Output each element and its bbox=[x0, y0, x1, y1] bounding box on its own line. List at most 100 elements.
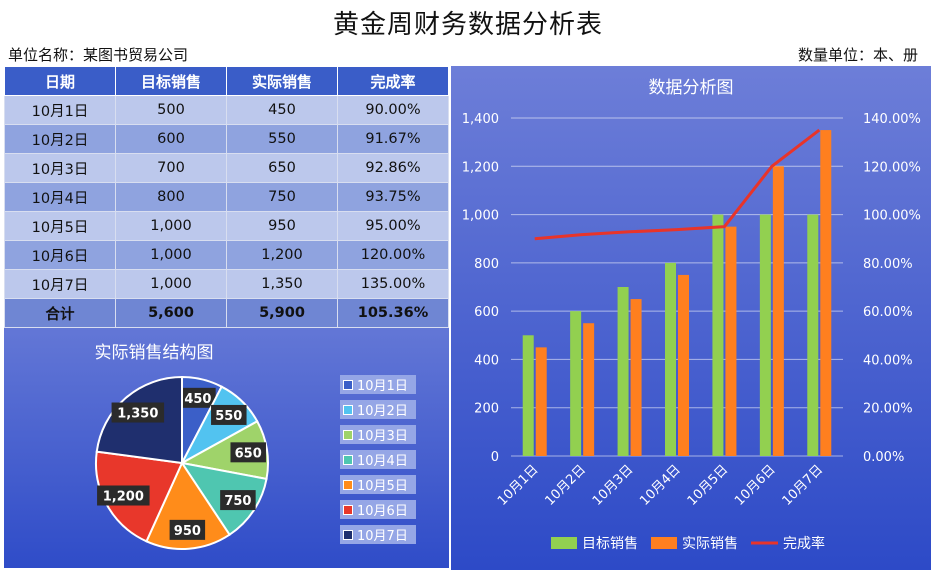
table-cell[interactable]: 10月1日 bbox=[4, 95, 116, 125]
y-tick-label: 600 bbox=[474, 305, 499, 320]
pie-legend-item[interactable]: 10月4日 bbox=[340, 447, 418, 472]
legend-swatch-actual bbox=[651, 537, 677, 549]
bar-actual[interactable] bbox=[630, 299, 642, 456]
table-cell[interactable]: 10月3日 bbox=[4, 153, 116, 183]
table-row: 10月7日 1,000 1,350 135.00% bbox=[4, 269, 449, 299]
rate-line[interactable] bbox=[534, 128, 821, 241]
legend-label: 10月5日 bbox=[357, 479, 408, 494]
pie-legend-item[interactable]: 10月6日 bbox=[340, 497, 418, 522]
table-cell[interactable]: 450 bbox=[226, 95, 338, 125]
pie-legend-item[interactable]: 10月2日 bbox=[340, 397, 418, 422]
pie-legend-entry: 10月2日 bbox=[340, 400, 416, 419]
table-cell[interactable]: 500 bbox=[115, 95, 227, 125]
bar-target[interactable] bbox=[759, 214, 771, 456]
pie-data-label: 1,200 bbox=[103, 490, 144, 505]
table-cell[interactable]: 10月6日 bbox=[4, 240, 116, 270]
y2-tick-label: 140.00% bbox=[863, 112, 921, 127]
column-header[interactable]: 日期 bbox=[4, 66, 116, 96]
table-row: 10月3日 700 650 92.86% bbox=[4, 153, 449, 183]
table-cell[interactable]: 950 bbox=[226, 211, 338, 241]
bar-actual[interactable] bbox=[772, 166, 784, 456]
table-cell[interactable]: 135.00% bbox=[337, 269, 449, 299]
pie-chart-panel[interactable]: 实际销售结构图 450 550 650 750 950 1,200 1,350 10月1日 1… bbox=[4, 328, 449, 568]
x-tick-label: 10月4日 bbox=[637, 462, 684, 509]
bar-target[interactable] bbox=[665, 262, 676, 456]
page-title: 黄金周财务数据分析表 bbox=[332, 10, 603, 40]
legend-swatch-target bbox=[551, 537, 577, 549]
y-tick-label: 400 bbox=[474, 353, 499, 368]
data-table: 日期 目标销售 实际销售 完成率 10月1日 500 450 90.00% 10月2日 6… bbox=[4, 66, 449, 328]
table-cell[interactable]: 1,000 bbox=[115, 269, 227, 299]
column-header[interactable]: 完成率 bbox=[337, 66, 449, 96]
bar-target[interactable] bbox=[807, 214, 819, 456]
table-cell[interactable]: 10月5日 bbox=[4, 211, 116, 241]
y2-tick-label: 80.00% bbox=[863, 257, 913, 272]
table-cell[interactable]: 700 bbox=[115, 153, 227, 183]
table-cell[interactable]: 600 bbox=[115, 124, 227, 154]
bar-target[interactable] bbox=[617, 287, 629, 456]
table-cell[interactable]: 92.86% bbox=[337, 153, 449, 183]
table-cell[interactable]: 120.00% bbox=[337, 240, 449, 270]
total-cell[interactable]: 5,600 bbox=[115, 298, 227, 328]
bar-actual[interactable] bbox=[583, 323, 595, 456]
total-cell[interactable]: 合计 bbox=[4, 298, 116, 328]
column-header[interactable]: 实际销售 bbox=[226, 66, 338, 96]
table-cell[interactable]: 1,350 bbox=[226, 269, 338, 299]
pie-data-label-bg bbox=[220, 490, 256, 511]
bar-actual[interactable] bbox=[820, 130, 832, 457]
legend-label: 10月2日 bbox=[357, 404, 408, 419]
table-row: 10月5日 1,000 950 95.00% bbox=[4, 211, 449, 241]
table-row: 10月4日 800 750 93.75% bbox=[4, 182, 449, 212]
total-cell[interactable]: 5,900 bbox=[226, 298, 338, 328]
bar-target[interactable] bbox=[712, 214, 724, 456]
unit-label: 数量单位：本、册 bbox=[797, 46, 918, 64]
table-cell[interactable]: 750 bbox=[226, 182, 338, 212]
bar-target[interactable] bbox=[570, 311, 582, 456]
pie-legend-item[interactable]: 10月5日 bbox=[340, 472, 418, 497]
legend-label: 10月7日 bbox=[357, 529, 408, 544]
pie-legend: 10月1日 10月2日 10月3日 10月4日 10月5日 10月6日 10月7日 bbox=[340, 372, 418, 547]
bar-actual[interactable] bbox=[678, 274, 689, 456]
table-cell[interactable]: 10月4日 bbox=[4, 182, 116, 212]
pie-data-label: 1,350 bbox=[117, 407, 158, 422]
bar-actual[interactable] bbox=[725, 226, 737, 456]
bar-actual[interactable] bbox=[535, 347, 547, 456]
x-tick-label: 10月7日 bbox=[780, 462, 827, 509]
legend-label-actual: 实际销售 bbox=[682, 536, 738, 552]
y-tick-label: 1,200 bbox=[462, 160, 499, 175]
table-cell[interactable]: 10月2日 bbox=[4, 124, 116, 154]
legend-swatch bbox=[343, 404, 353, 415]
combo-chart-panel[interactable]: 数据分析图 0 200 400 600 800 1,000 1,200 1,400 0.00% 20… bbox=[451, 66, 931, 570]
table-cell[interactable]: 90.00% bbox=[337, 95, 449, 125]
pie-data-label: 450 bbox=[184, 392, 211, 407]
y2-tick-label: 0.00% bbox=[863, 450, 904, 465]
table-cell[interactable]: 10月7日 bbox=[4, 269, 116, 299]
x-tick-label: 10月2日 bbox=[542, 462, 589, 509]
legend-label: 10月3日 bbox=[357, 429, 408, 444]
table-cell[interactable]: 1,000 bbox=[115, 211, 227, 241]
column-header[interactable]: 目标销售 bbox=[115, 66, 227, 96]
pie-legend-entry: 10月6日 bbox=[340, 500, 416, 519]
pie-legend-item[interactable]: 10月3日 bbox=[340, 422, 418, 447]
table-cell[interactable]: 91.67% bbox=[337, 124, 449, 154]
x-tick-label: 10月3日 bbox=[590, 462, 637, 509]
bar-target[interactable] bbox=[522, 335, 534, 456]
table-row: 10月1日 500 450 90.00% bbox=[4, 95, 449, 125]
legend-swatch bbox=[343, 379, 353, 390]
pie-legend-item[interactable]: 10月7日 bbox=[340, 522, 418, 547]
pie-legend-item[interactable]: 10月1日 bbox=[340, 372, 418, 397]
pie-slice[interactable] bbox=[145, 460, 231, 550]
pie-data-label-bg bbox=[211, 404, 247, 425]
table-cell[interactable]: 1,000 bbox=[115, 240, 227, 270]
total-cell[interactable]: 105.36% bbox=[337, 298, 449, 328]
legend-swatch bbox=[343, 429, 353, 440]
table-cell[interactable]: 550 bbox=[226, 124, 338, 154]
table-cell[interactable]: 93.75% bbox=[337, 182, 449, 212]
table-cell[interactable]: 95.00% bbox=[337, 211, 449, 241]
table-row: 10月2日 600 550 91.67% bbox=[4, 124, 449, 154]
table-cell[interactable]: 1,200 bbox=[226, 240, 338, 270]
table-cell[interactable]: 800 bbox=[115, 182, 227, 212]
legend-swatch bbox=[343, 529, 353, 540]
table-cell[interactable]: 650 bbox=[226, 153, 338, 183]
combo-chart: 数据分析图 0 200 400 600 800 1,000 1,200 1,400 0.00% 20… bbox=[462, 78, 921, 552]
